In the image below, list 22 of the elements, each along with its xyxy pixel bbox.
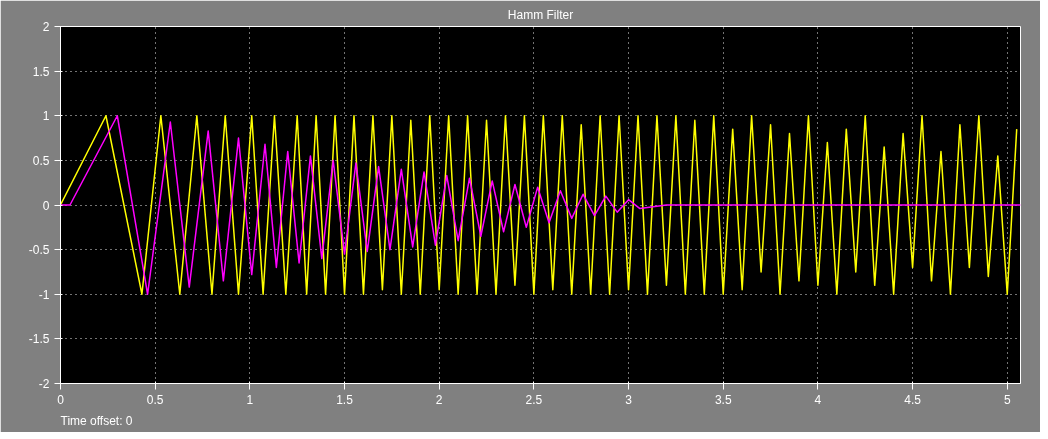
x-tick-label: 0: [57, 392, 65, 407]
y-tick-label: 2: [42, 20, 50, 34]
x-tick-label: 0.5: [146, 392, 164, 407]
y-tick-label: -1.5: [28, 332, 50, 347]
text: Time offset: 0: [60, 413, 133, 428]
y-tick-label: 0: [42, 198, 50, 213]
y-tick-label: -0.5: [28, 243, 50, 258]
chart-title: Hamm Filter: [507, 7, 574, 22]
y-tick-label: 1.5: [32, 64, 50, 79]
x-tick-label: 2.5: [525, 392, 543, 407]
x-tick-label: 5: [1003, 392, 1011, 407]
x-tick-label: 1.5: [336, 392, 354, 407]
x-tick-label: 1: [246, 392, 254, 407]
x-tick-label: 3.5: [714, 392, 732, 407]
y-tick-label: 1: [42, 109, 50, 124]
x-tick-label: 4.5: [904, 392, 922, 407]
y-tick-label: -1: [38, 287, 50, 302]
y-tick-label: 0.5: [32, 153, 50, 168]
x-tick-label: 2: [435, 392, 443, 407]
y-tick-label: -2: [38, 377, 50, 391]
x-tick-label: 4: [814, 392, 822, 407]
x-tick-label: 3: [625, 392, 633, 407]
